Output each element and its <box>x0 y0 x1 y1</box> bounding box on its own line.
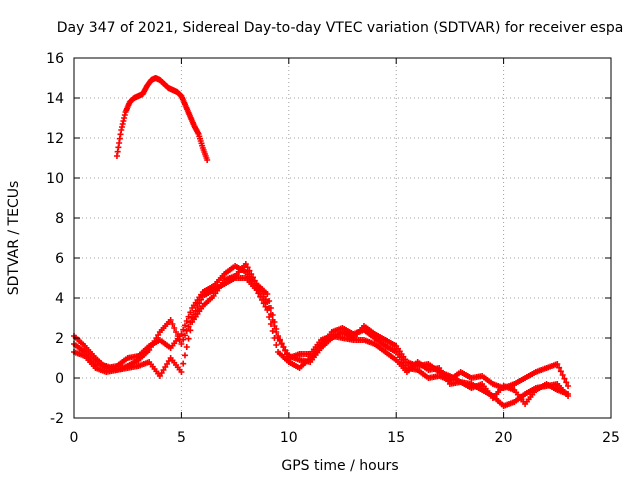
data-point <box>185 335 192 342</box>
y-tick-label: -2 <box>50 411 64 427</box>
y-tick-label: 4 <box>55 291 64 307</box>
data-point <box>559 372 566 378</box>
data-point <box>167 317 174 323</box>
data-point <box>204 157 211 163</box>
data-point <box>196 300 203 307</box>
grid <box>74 58 611 418</box>
data-point <box>187 309 194 316</box>
y-tick-label: 0 <box>55 371 64 387</box>
x-tick-label: 0 <box>70 430 79 446</box>
data-point <box>561 375 568 382</box>
data-point <box>253 287 260 293</box>
x-tick-label: 25 <box>602 430 620 446</box>
data-point <box>248 271 255 277</box>
data-point <box>267 321 274 327</box>
data-point <box>271 319 278 325</box>
data-point <box>266 298 273 304</box>
data-point <box>181 322 188 329</box>
y-tick-label: 12 <box>46 131 64 147</box>
data-point <box>178 369 185 375</box>
x-tick-label: 5 <box>177 430 186 446</box>
y-axis-label: SDTVAR / TECUs <box>6 181 22 296</box>
data-point <box>242 261 249 267</box>
data-point <box>183 318 190 324</box>
data-point <box>266 314 273 320</box>
data-series-layer <box>71 75 572 409</box>
data-point <box>180 326 187 333</box>
data-point <box>169 321 176 327</box>
data-point <box>251 277 258 284</box>
data-point <box>257 293 264 300</box>
data-point <box>180 336 187 343</box>
data-point <box>246 267 253 274</box>
data-point <box>556 364 563 371</box>
series-track-2 <box>71 275 572 391</box>
y-tick-label: 6 <box>55 251 64 267</box>
axis-ticks: 0 5 10 15 20 25 -2 0 2 4 6 8 10 12 14 16 <box>46 51 620 446</box>
data-point <box>185 323 192 330</box>
data-point <box>258 297 265 303</box>
data-point <box>185 313 192 320</box>
data-point <box>557 368 564 375</box>
data-point <box>262 303 269 310</box>
data-point <box>565 383 572 389</box>
data-point <box>273 326 280 332</box>
x-tick-label: 10 <box>280 430 298 446</box>
y-tick-label: 2 <box>55 331 64 347</box>
data-point <box>250 274 256 281</box>
data-point <box>282 347 289 354</box>
data-point <box>194 304 201 310</box>
data-point <box>183 344 190 350</box>
data-point <box>264 291 271 297</box>
y-tick-label: 8 <box>55 211 64 227</box>
series-track-3 <box>71 261 572 407</box>
data-point <box>280 344 287 350</box>
data-point <box>174 333 181 339</box>
data-point <box>181 352 188 359</box>
x-tick-label: 20 <box>495 430 513 446</box>
y-tick-label: 16 <box>46 51 64 67</box>
data-point <box>273 342 280 348</box>
data-point <box>563 379 570 386</box>
data-point <box>178 331 185 337</box>
data-point <box>264 307 271 313</box>
data-point <box>275 333 282 339</box>
data-point <box>260 300 267 307</box>
data-point <box>171 325 178 331</box>
y-tick-label: 10 <box>46 171 64 187</box>
data-point <box>180 360 187 367</box>
data-point <box>267 305 274 311</box>
data-point <box>276 336 283 343</box>
chart-title: Day 347 of 2021, Sidereal Day-to-day VTE… <box>57 20 624 36</box>
data-point <box>271 335 278 341</box>
x-axis-label: GPS time / hours <box>281 458 398 474</box>
data-point <box>278 340 285 347</box>
data-point <box>284 351 291 358</box>
plot-frame <box>73 57 612 419</box>
data-point <box>178 341 185 347</box>
data-point <box>187 327 194 334</box>
data-point <box>244 264 251 271</box>
data-point <box>554 361 561 367</box>
x-tick-label: 15 <box>387 430 405 446</box>
data-point <box>565 391 572 397</box>
y-tick-label: 14 <box>46 91 64 107</box>
data-point <box>181 332 188 339</box>
data-point <box>173 329 180 335</box>
data-point <box>269 312 276 318</box>
data-point <box>269 328 276 334</box>
series-track-high <box>113 75 211 163</box>
data-point <box>255 290 262 297</box>
data-point <box>198 296 205 303</box>
